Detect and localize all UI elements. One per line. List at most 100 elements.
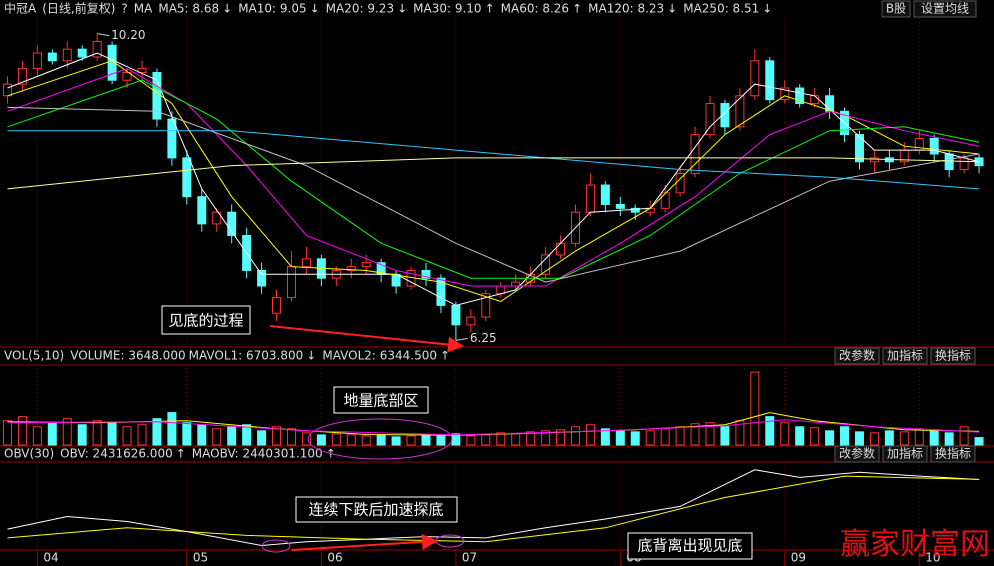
volume-bar [795,426,805,446]
volume-bar [705,422,715,446]
candle-body [705,103,715,136]
legend-label: MA120: 8.23 [588,2,664,16]
button-label[interactable]: 设置均线 [921,2,969,16]
x-tick-label: 10 [925,551,940,565]
volume-bar [645,430,655,446]
legend-label: MA250: 8.51 [683,2,759,16]
volume-bar [825,430,835,446]
candle-body [735,95,745,128]
candle-body [182,157,192,198]
button[interactable] [882,347,928,365]
button-label[interactable]: 换指标 [935,446,971,461]
button[interactable] [881,0,911,18]
legend-trend: ↑ [485,2,495,16]
annotation: 连续下跌后加速探底 [308,501,443,519]
x-tick-label: 07 [462,551,477,565]
button-label[interactable]: 加指标 [887,446,923,461]
volume-bar [944,432,954,446]
help: ? [121,2,127,16]
candle-body [212,211,222,225]
line-series [7,419,980,436]
chart-title: VOL(5,10) [4,349,64,363]
button-label[interactable]: 加指标 [887,348,923,363]
candle-body [466,316,476,326]
candle-body [167,118,177,159]
volume-bar [840,426,850,446]
min-label: 6.25 [470,331,497,345]
volume-bar [122,426,132,446]
volume-bar [869,432,879,446]
volume-bar [511,433,521,446]
volume-bar [750,371,760,446]
volume-bar [720,426,730,446]
volume-bar [257,430,267,446]
volume-bar [227,426,237,446]
button-label[interactable]: 改参数 [839,446,875,461]
chart-title: OBV(30) [4,447,54,461]
x-tick-label: 06 [327,551,342,565]
volume-bar [197,424,207,446]
volume-bar [481,434,491,446]
arrow [269,325,464,353]
volume-bar [810,427,820,446]
volume-bar [496,432,506,446]
line-series [7,157,980,190]
legend-trend: ↓ [310,2,320,16]
x-tick-label: 05 [193,551,208,565]
highlight-ellipse [307,418,453,460]
annotation-box [627,532,753,560]
volume-bar [556,429,566,446]
volume-bar [570,426,580,446]
button[interactable] [913,0,977,18]
candle-body [750,60,760,97]
candle-body [77,48,87,58]
chart-title: 中冠A [4,1,37,16]
button[interactable] [834,445,880,463]
button[interactable] [882,445,928,463]
volume-bar [286,428,296,446]
button-label[interactable]: 改参数 [839,348,875,363]
volume-bar [167,412,177,446]
legend-label: MA20: 9.23 [326,2,394,16]
volume-bar [32,426,42,446]
candle-body [272,297,282,314]
annotation: 底背离出现见底 [637,537,742,555]
button-label[interactable]: B股 [886,2,906,16]
line-series [7,475,980,543]
volume-bar [92,420,102,446]
candle-body [690,134,700,174]
volume-bar [361,435,371,446]
candle-body [765,60,775,101]
candle-body [541,254,551,275]
volume-bar [526,431,536,446]
candle-body [2,83,12,97]
candle-body [47,52,57,62]
annotation: 见底的过程 [168,312,243,330]
volume-bar [929,429,939,446]
button[interactable] [834,347,880,365]
line-series [7,68,980,287]
volume-bar [391,436,401,446]
candle-body [257,269,267,287]
volume-bar [436,434,446,446]
legend-trend: ↓ [762,2,772,16]
indicator-label: MA [134,2,153,16]
volume-bar [406,435,416,446]
candle-body [600,184,610,205]
candle-body [556,242,566,256]
volume-bar [780,422,790,446]
line-series [7,79,980,279]
candle-body [107,44,117,81]
legend-label: MA5: 8.68 [158,2,219,16]
button-label[interactable]: 换指标 [935,348,971,363]
volume-bar [47,422,57,446]
volume-bar [615,430,625,446]
volume-bar [690,423,700,446]
button[interactable] [930,347,976,365]
annotation-box [333,386,429,414]
candle-body [481,293,491,318]
button[interactable] [930,445,976,463]
volume-bar [182,422,192,446]
